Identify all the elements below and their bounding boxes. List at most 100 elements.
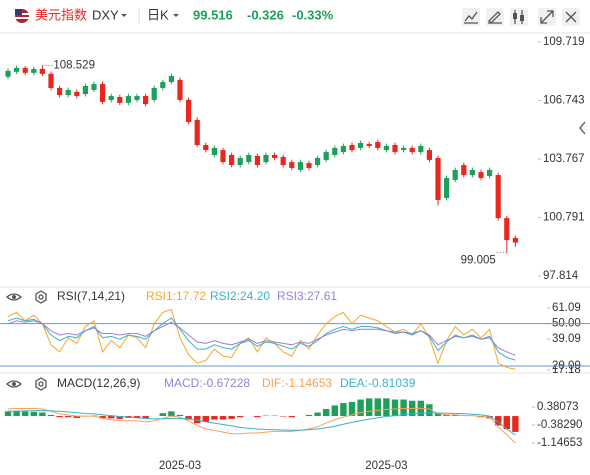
macd-bar [108,416,115,419]
legend-entry: MACD:-0.67228 [164,376,250,390]
macd-bar [73,416,80,418]
legend-entry: DIF:-1.14653 [262,376,332,390]
macd-bar [331,405,338,417]
candle-body [487,169,493,177]
macd-bar [185,416,192,420]
legend-entry: DEA:-0.81039 [340,376,416,390]
macd-bar [512,416,519,432]
candle-body [108,96,114,100]
candle-body [504,218,510,241]
candle-body [143,96,149,105]
candle-body [186,99,192,122]
x-tick-label: 2025-03 [365,460,407,472]
dropdown-caret [121,14,127,17]
flag-icon [15,9,29,23]
candle-body [160,82,166,88]
candle-body [254,155,260,166]
macd-bar [305,414,313,417]
y-tick-label: 100.791 [543,212,585,224]
candle-body [444,177,450,199]
candle-body [74,91,80,97]
price-change: -0.326 [247,7,284,22]
macd-bar [288,416,295,418]
toolbar [462,8,580,26]
macd-bar [228,416,235,419]
candle-type-button[interactable] [510,8,528,26]
candle-body [39,68,45,74]
legend-entry: RSI3:27.61 [277,289,337,303]
macd-bar [13,410,20,417]
candle-body [461,165,467,176]
candle-body [340,145,346,153]
macd-bar [176,414,184,417]
macd-line [7,407,516,444]
macd-bar [142,416,149,419]
macd-bar [323,408,330,417]
y-tick-label: 106.743 [543,95,585,107]
macd-bar [374,398,381,417]
candle-body [117,97,123,103]
y-tick-label: 0.38073 [537,401,579,413]
macd-bar [237,416,244,418]
candle-body [263,155,269,163]
candle-body [168,75,174,83]
macd-bar [426,404,433,417]
candle-body [315,157,321,166]
collapse-arrow[interactable] [579,121,586,135]
high-label: 108.529 [53,59,95,71]
macd-bar [202,416,209,422]
candle-body [5,70,11,77]
close-button[interactable] [562,8,580,26]
settings-icon[interactable] [35,290,47,304]
candle-body [134,96,140,100]
macd-bar [168,411,175,417]
macd-bar [194,416,201,424]
y-tick-label: 103.767 [543,153,585,165]
indicator-button[interactable] [462,8,480,26]
settings-icon[interactable] [35,377,47,391]
y-tick-label: 39.09 [552,333,581,345]
draw-button[interactable] [486,8,504,26]
instrument-symbol[interactable]: DXY [92,7,119,22]
candle-body [246,155,252,163]
candle-body [392,144,398,153]
macd-bar [495,416,502,426]
candle-body [495,175,501,219]
rsi-line [7,320,516,356]
visibility-icon[interactable] [6,380,22,388]
candle-body [297,162,303,170]
candle-body [229,155,235,166]
candle-body [194,120,200,145]
candle-body [306,163,312,168]
candle-body [151,87,157,100]
candle-body [469,169,475,176]
macd-bar [211,416,218,420]
candle-body [31,68,37,73]
candle-body [358,143,364,148]
period[interactable]: 日K [147,7,169,22]
candle-body [426,150,432,160]
candle-body [323,152,329,160]
rsi-line [7,308,516,370]
macd-bar [443,414,450,417]
last-price: 99.516 [193,7,233,22]
macd-line [7,410,516,436]
instrument-name: 美元指数 [35,7,87,22]
rsi-line [7,317,516,361]
y-tick-label: 109.719 [543,36,585,48]
macd-bar [39,412,46,417]
y-tick-label: 61.09 [552,302,581,314]
candle-body [289,162,295,168]
candle-body [401,147,407,151]
candle-body [14,67,20,72]
candle-body [65,89,71,96]
fullscreen-button[interactable] [538,8,556,26]
candle-body [237,157,243,166]
macd-bar [116,416,123,419]
candle-body [452,169,458,180]
candle-body [125,96,131,103]
candle-body [280,156,286,166]
visibility-icon[interactable] [6,293,22,301]
